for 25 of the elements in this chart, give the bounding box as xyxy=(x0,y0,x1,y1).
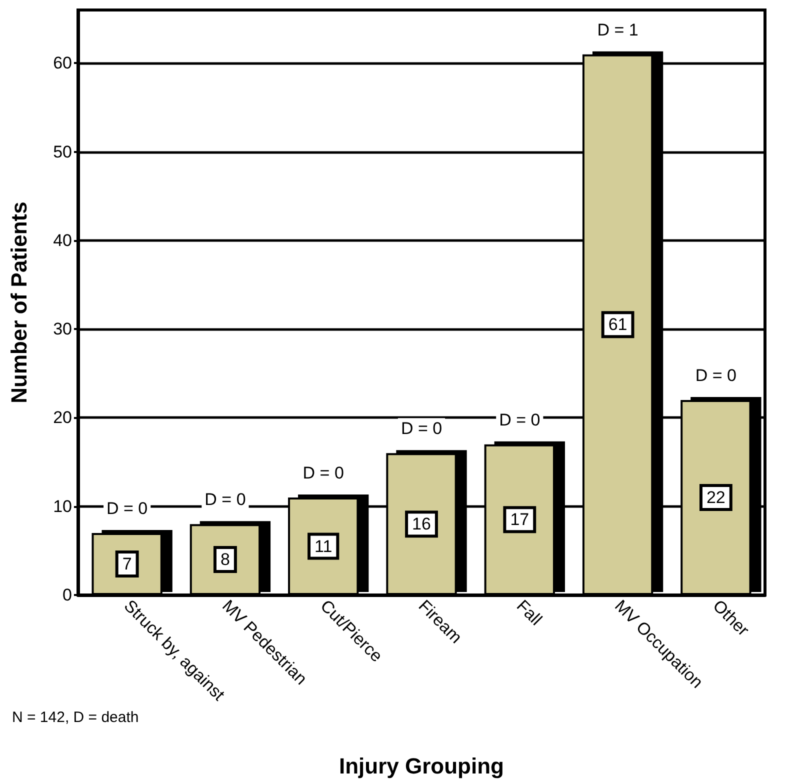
y-tick-label: 60 xyxy=(53,54,72,73)
y-tick-label: 30 xyxy=(53,320,72,339)
y-tick-label: 40 xyxy=(53,230,72,250)
annotation: D = 1 xyxy=(597,20,638,40)
y-axis-title: Number of Patients xyxy=(6,202,32,404)
y-tick-label: 20 xyxy=(53,408,72,428)
annotation: D = 0 xyxy=(400,419,442,438)
annotation: D = 0 xyxy=(204,490,246,510)
x-tick-label: Fall xyxy=(512,596,546,630)
annotation: D = 0 xyxy=(499,410,540,430)
annotation: D = 0 xyxy=(695,366,736,385)
annotation: D = 0 xyxy=(106,498,148,518)
text: N = 142, D = death xyxy=(12,709,139,726)
data-label: 61 xyxy=(608,315,628,334)
data-label: 7 xyxy=(122,554,132,574)
y-tick-label: 0 xyxy=(62,586,72,604)
data-label: 8 xyxy=(220,550,230,570)
data-label: 16 xyxy=(412,514,431,534)
data-label: 17 xyxy=(510,510,530,530)
y-tick-label: 10 xyxy=(53,496,72,516)
x-axis-title: Injury Grouping xyxy=(339,754,504,778)
annotation: D = 0 xyxy=(302,464,344,482)
data-label: 11 xyxy=(314,536,332,556)
data-label: 22 xyxy=(706,488,726,507)
y-tick-label: 50 xyxy=(53,142,72,162)
